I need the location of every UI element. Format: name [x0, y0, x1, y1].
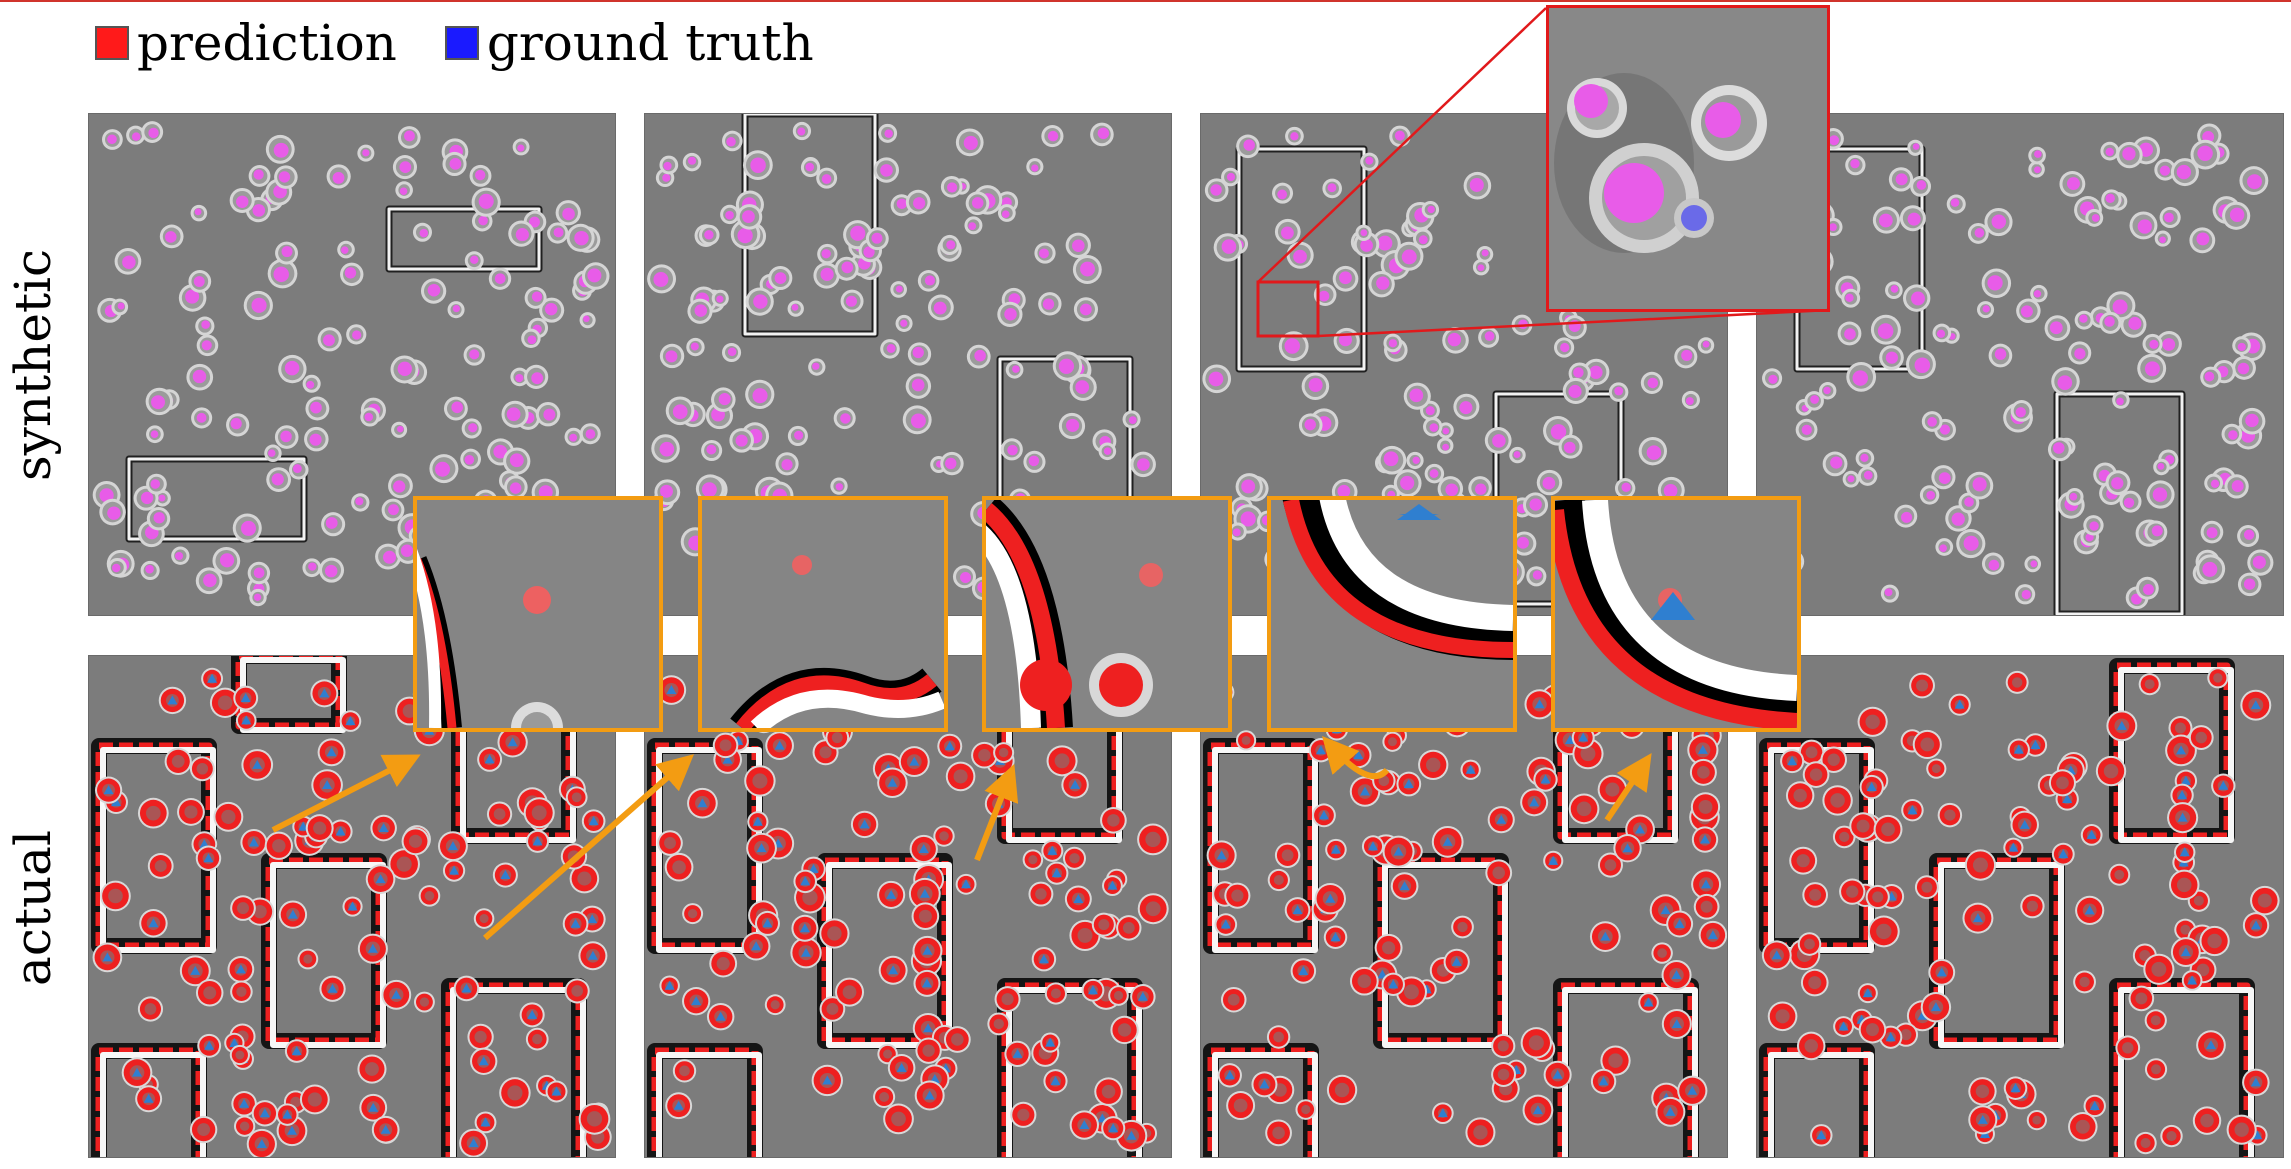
synthetic-zoom-image	[1549, 8, 1827, 309]
legend: prediction ground truth	[95, 18, 814, 68]
actual-zoom-image-1	[417, 500, 659, 728]
actual-zoom-image-5	[1555, 500, 1797, 728]
actual-panel-4	[1756, 655, 2284, 1158]
row-label-actual: actual	[0, 655, 66, 1160]
actual-image-2	[645, 656, 1171, 1157]
prediction-label: prediction	[137, 14, 397, 72]
ground-truth-label: ground truth	[486, 14, 814, 72]
synthetic-label-text: synthetic	[4, 248, 62, 482]
actual-zoom-image-4	[1271, 500, 1513, 728]
actual-image-4	[1757, 656, 2283, 1157]
legend-item-prediction: prediction	[95, 18, 397, 68]
actual-zoom-inset-1	[413, 496, 663, 732]
ground-truth-swatch	[444, 26, 479, 60]
actual-zoom-inset-2	[698, 496, 948, 732]
synthetic-image-4	[1757, 114, 2283, 615]
actual-panel-1	[88, 655, 616, 1158]
actual-zoom-image-3	[986, 500, 1228, 728]
synthetic-zoom-inset	[1546, 5, 1830, 312]
actual-zoom-inset-3	[982, 496, 1232, 732]
synthetic-panel-4	[1756, 113, 2284, 616]
prediction-swatch	[95, 26, 129, 60]
actual-label-text: actual	[4, 829, 63, 986]
actual-zoom-inset-4	[1267, 496, 1517, 732]
top-divider-line	[0, 0, 2291, 2]
legend-item-ground-truth: ground truth	[444, 14, 814, 72]
actual-zoom-inset-5	[1551, 496, 1801, 732]
actual-zoom-image-2	[702, 500, 944, 728]
row-label-synthetic: synthetic	[0, 115, 66, 615]
actual-panel-2	[644, 655, 1172, 1158]
